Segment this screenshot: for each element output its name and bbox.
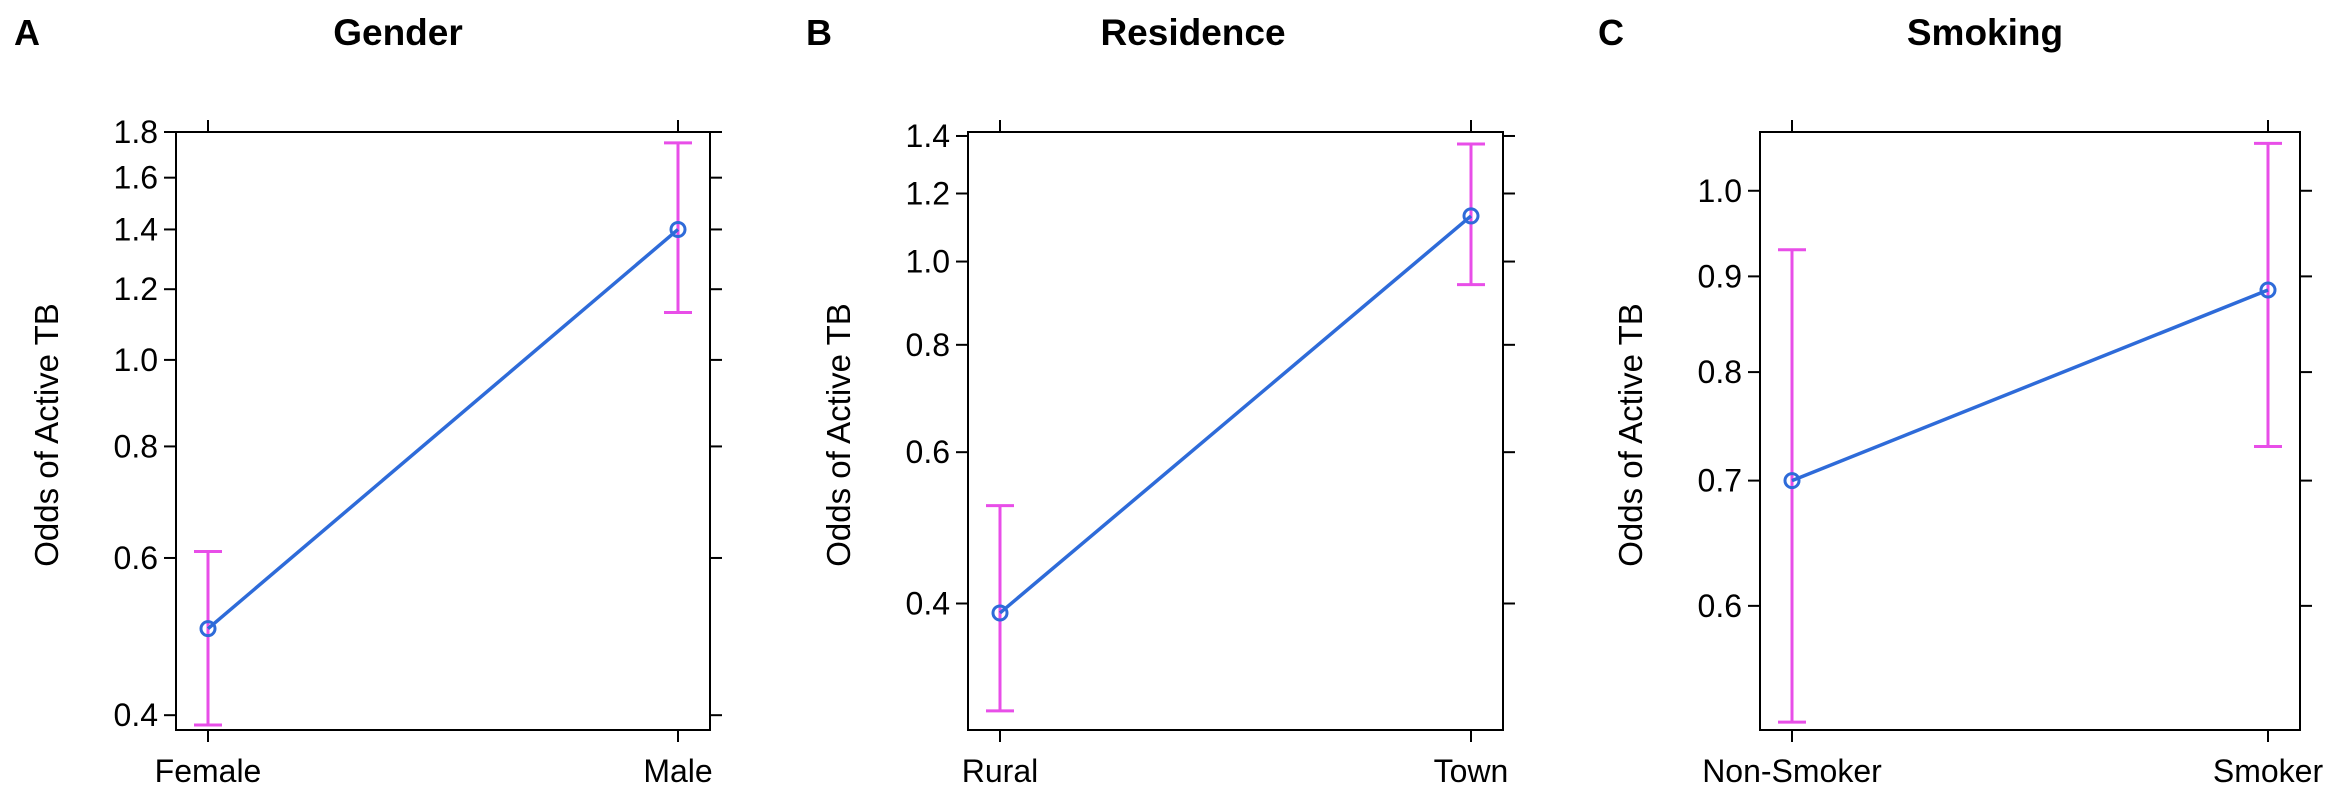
plot-frame	[967, 131, 1504, 731]
plot-frame	[175, 131, 711, 731]
panel-letter: A	[14, 12, 40, 53]
panel-letter: B	[806, 12, 832, 53]
x-category-label: Rural	[962, 753, 1038, 789]
y-tick-label: 0.8	[114, 428, 158, 464]
data-point	[199, 620, 217, 638]
y-tick-label: 0.7	[1698, 463, 1742, 499]
panel-title: Gender	[333, 12, 463, 53]
panel-c: C Smoking Odds of Active TB 0.6 0.7 0.8 0.9…	[1598, 12, 2323, 789]
y-axis-label: Odds of Active TB	[820, 303, 857, 567]
data-point	[991, 604, 1009, 622]
y-tick-label: 0.6	[906, 434, 950, 470]
data-point	[1783, 472, 1801, 490]
y-tick-label: 0.6	[114, 540, 158, 576]
y-tick-label: 0.9	[1698, 258, 1742, 294]
panel-a: A Gender Odds of Active TB 0.4 0.6 0.8 1.0 1…	[14, 12, 722, 789]
y-tick-label: 1.6	[114, 160, 158, 196]
x-category-label: Non-Smoker	[1702, 753, 1882, 789]
x-category-label: Smoker	[2213, 753, 2324, 789]
x-category-label: Male	[643, 753, 712, 789]
y-tick-label: 0.6	[1698, 588, 1742, 624]
series-line	[206, 228, 680, 630]
series-line	[998, 214, 1473, 615]
y-tick-label: 1.8	[114, 114, 158, 150]
y-axis-label: Odds of Active TB	[1612, 303, 1649, 567]
y-tick-label: 1.2	[906, 176, 950, 212]
y-tick-label: 1.0	[906, 244, 950, 280]
plot-area: 0.6 0.7 0.8 0.9 1.0 Non-Smoker Smoker	[1698, 120, 2324, 789]
panel-title: Smoking	[1907, 12, 2063, 53]
confidence-interval	[664, 141, 692, 315]
plot-frame	[1759, 131, 2301, 731]
data-point	[2259, 281, 2277, 299]
y-tick-label: 0.4	[114, 697, 158, 733]
y-tick-label: 0.8	[906, 327, 950, 363]
plot-area: 0.4 0.6 0.8 1.0 1.2 1.4 Rural Town	[906, 118, 1515, 789]
y-axis-label: Odds of Active TB	[28, 303, 65, 567]
confidence-interval	[986, 504, 1014, 713]
panel-b: B Residence Odds of Active TB 0.4 0.6 0.8 1…	[806, 12, 1515, 789]
y-tick-label: 1.0	[114, 342, 158, 378]
panel-letter: C	[1598, 12, 1624, 53]
plot-area: 0.4 0.6 0.8 1.0 1.2 1.4 1.6 1.8 Female Male	[114, 114, 722, 789]
y-tick-label: 1.4	[906, 118, 950, 154]
y-tick-label: 1.2	[114, 271, 158, 307]
confidence-interval	[1778, 248, 1806, 724]
data-point	[1462, 207, 1480, 225]
y-tick-label: 1.4	[114, 211, 158, 247]
x-category-label: Town	[1434, 753, 1509, 789]
y-tick-label: 0.4	[906, 585, 950, 621]
y-tick-label: 1.0	[1698, 173, 1742, 209]
series-line	[1791, 288, 2269, 483]
y-tick-label: 0.8	[1698, 354, 1742, 390]
x-category-label: Female	[155, 753, 262, 789]
data-point	[669, 220, 687, 238]
confidence-interval	[1457, 142, 1485, 287]
panel-title: Residence	[1100, 12, 1285, 53]
confidence-interval	[2254, 141, 2282, 449]
confidence-interval	[194, 550, 222, 727]
